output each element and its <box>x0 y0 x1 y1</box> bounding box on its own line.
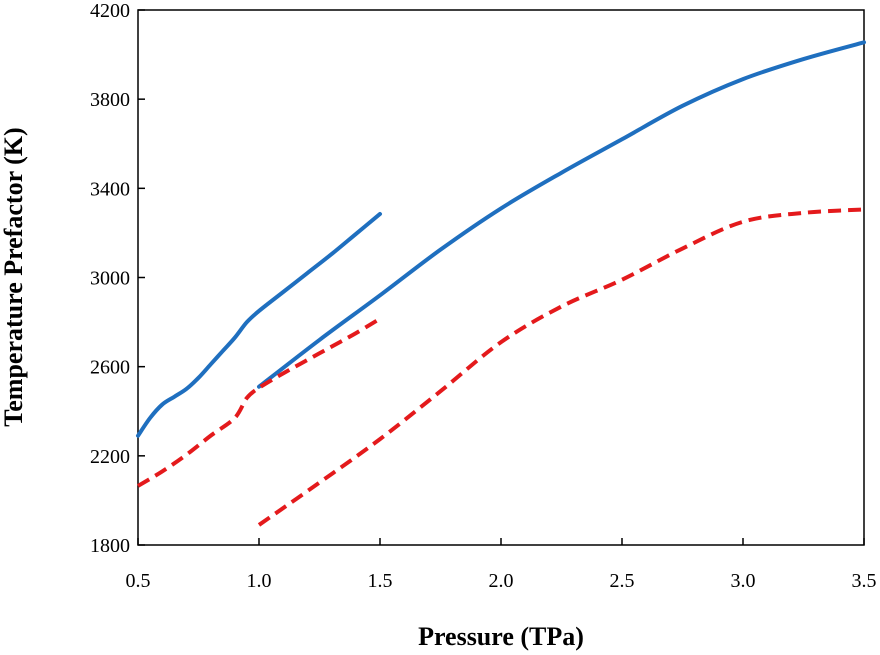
x-axis: 0.5 1.0 1.5 2.0 2.5 3.0 3.5 <box>126 538 877 592</box>
series-line-solid-high <box>257 40 866 389</box>
plot-area <box>137 9 865 546</box>
y-tick-label: 2600 <box>90 357 130 379</box>
x-tick-label: 3.5 <box>852 570 877 592</box>
x-tick-label: 0.5 <box>126 570 151 592</box>
x-tick-label: 1.0 <box>247 570 272 592</box>
series-line-solid-low <box>136 211 382 438</box>
x-tick-label: 3.0 <box>731 570 756 592</box>
y-tick-label: 3400 <box>90 178 130 200</box>
y-axis-title: Temperature Prefactor (K) <box>0 127 28 426</box>
x-tick-label: 2.0 <box>489 570 514 592</box>
y-axis: 1800 2200 2600 3000 3400 3800 4200 <box>90 0 145 557</box>
y-tick-label: 2200 <box>90 446 130 468</box>
x-tick-label: 1.5 <box>368 570 393 592</box>
series-line-dashed-high <box>257 207 865 527</box>
x-tick-label: 2.5 <box>610 570 635 592</box>
series-layer <box>136 40 866 527</box>
y-tick-label: 1800 <box>90 535 130 557</box>
y-tick-label: 3800 <box>90 89 130 111</box>
x-axis-title: Pressure (TPa) <box>418 622 584 651</box>
series-line-dashed-low <box>136 317 382 488</box>
y-tick-label: 3000 <box>90 268 130 290</box>
y-tick-label: 4200 <box>90 0 130 22</box>
